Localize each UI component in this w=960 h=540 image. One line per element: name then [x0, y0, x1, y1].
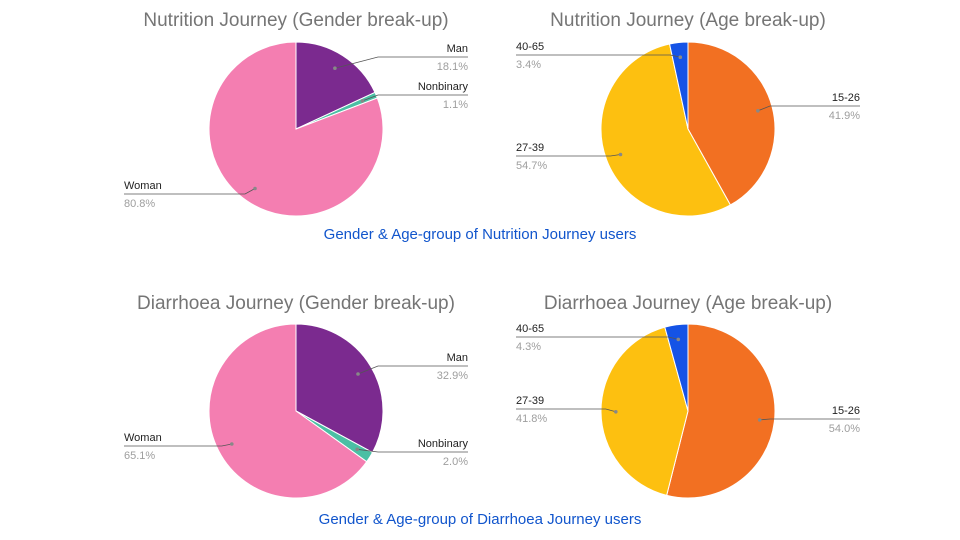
chart-title: Diarrhoea Journey (Gender break-up)	[137, 293, 455, 314]
pie-slice-woman	[208, 41, 384, 217]
label-anchor-dot	[676, 337, 681, 342]
slice-percent-nonbinary: 2.0%	[443, 456, 468, 468]
nutrition-gender-chart: Nutrition Journey (Gender break-up) Man 1…	[56, 0, 536, 230]
label-leader-line	[357, 365, 468, 375]
label-leader-line	[357, 448, 468, 453]
label-leader-line	[124, 188, 256, 195]
label-leader-line	[516, 336, 679, 340]
slice-percent-27-39: 41.8%	[516, 413, 547, 425]
diarrhoea-age-pie: 15-26 54.0% 27-39 41.8% 40-65 4.3%	[516, 323, 860, 499]
slice-percent-woman: 80.8%	[124, 198, 155, 210]
pie-slice-woman	[208, 323, 368, 499]
label-anchor-dot	[230, 442, 234, 446]
slice-label-40-65: 40-65	[516, 323, 544, 335]
slice-percent-nonbinary: 1.1%	[443, 99, 468, 111]
slice-percent-40-65: 3.4%	[516, 59, 541, 71]
label-leader-line	[124, 443, 232, 447]
diarrhoea-gender-pie: Man 32.9% Nonbinary 2.0% Woman 65.1%	[124, 323, 469, 499]
label-anchor-dot	[355, 447, 360, 452]
label-anchor-dot	[356, 372, 360, 376]
slice-label-15-26: 15-26	[832, 405, 860, 417]
label-anchor-dot	[360, 99, 365, 103]
pie-slice-man	[295, 41, 376, 130]
slice-percent-woman: 65.1%	[124, 450, 155, 462]
slice-percent-15-26: 54.0%	[829, 423, 860, 435]
diarrhoea-age-chart: Diarrhoea Journey (Age break-up) 15-26 54…	[448, 283, 928, 513]
label-anchor-dot	[756, 109, 760, 113]
pie-slice-15-26	[666, 323, 776, 499]
slice-percent-man: 18.1%	[437, 61, 468, 73]
pie-slice-15-26	[687, 41, 776, 206]
diarrhoea-caption: Gender & Age-group of Diarrhoea Journey …	[318, 511, 642, 528]
diarrhoea-gender-chart: Diarrhoea Journey (Gender break-up) Man 3…	[56, 283, 536, 513]
nutrition-gender-pie: Man 18.1% Nonbinary 1.1% Woman 80.8%	[124, 41, 469, 217]
pie-slice-27-39	[600, 326, 689, 496]
slice-label-27-39: 27-39	[516, 395, 544, 407]
label-anchor-dot	[757, 418, 762, 422]
slice-percent-27-39: 54.7%	[516, 160, 547, 172]
chart-title: Diarrhoea Journey (Age break-up)	[543, 293, 833, 314]
nutrition-age-chart: Nutrition Journey (Age break-up) 15-26 41…	[448, 0, 928, 230]
slice-label-man: Man	[447, 43, 468, 55]
label-leader-line	[334, 56, 468, 69]
slice-label-15-26: 15-26	[832, 92, 860, 104]
slice-label-27-39: 27-39	[516, 142, 544, 154]
label-anchor-dot	[253, 186, 257, 191]
nutrition-caption: Gender & Age-group of Nutrition Journey …	[323, 226, 637, 243]
chart-title: Nutrition Journey (Age break-up)	[550, 10, 826, 31]
label-anchor-dot	[614, 410, 618, 414]
pie-slice-27-39	[600, 43, 732, 217]
label-anchor-dot	[333, 66, 337, 70]
label-leader-line	[759, 418, 860, 421]
label-leader-line	[757, 105, 860, 112]
label-leader-line	[516, 408, 616, 413]
pie-slice-40-65	[668, 41, 689, 130]
label-leader-line	[516, 54, 681, 58]
pie-slice-40-65	[664, 323, 689, 412]
slice-label-woman: Woman	[124, 180, 162, 192]
slice-label-40-65: 40-65	[516, 41, 544, 53]
pie-slice-man	[295, 323, 384, 454]
label-leader-line	[362, 94, 468, 102]
slice-label-nonbinary: Nonbinary	[418, 438, 469, 450]
slice-percent-40-65: 4.3%	[516, 341, 541, 353]
nutrition-age-pie: 15-26 41.9% 27-39 54.7% 40-65 3.4%	[516, 41, 860, 217]
slice-label-man: Man	[447, 352, 468, 364]
chart-title: Nutrition Journey (Gender break-up)	[143, 10, 449, 31]
slice-percent-15-26: 41.9%	[829, 110, 860, 122]
slice-percent-man: 32.9%	[437, 370, 468, 382]
slice-label-woman: Woman	[124, 432, 162, 444]
label-anchor-dot	[618, 152, 623, 157]
label-leader-line	[516, 154, 621, 157]
slice-label-nonbinary: Nonbinary	[418, 81, 469, 93]
label-anchor-dot	[678, 55, 683, 59]
